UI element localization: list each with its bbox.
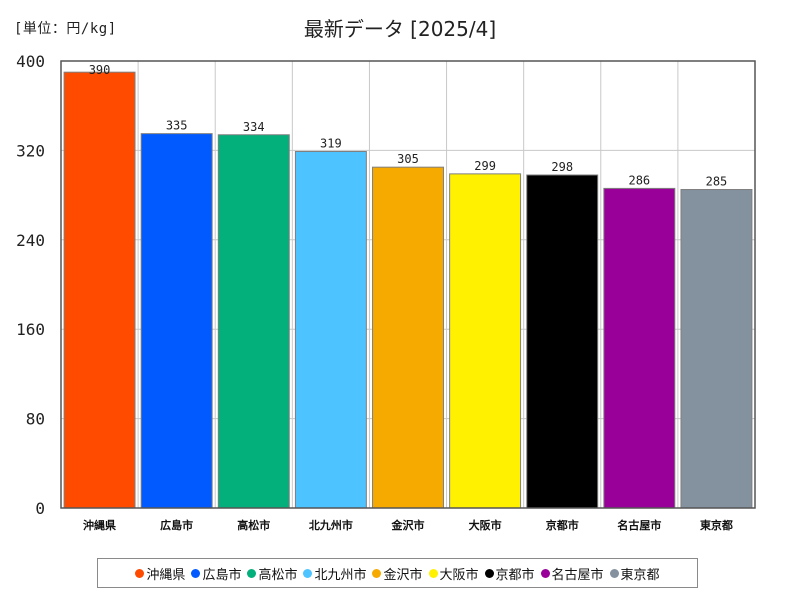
category-label-7: 京都市 (546, 518, 579, 532)
legend-marker (428, 568, 438, 578)
legend-marker (303, 568, 313, 578)
legend-item-5: 金沢市 (372, 564, 423, 583)
y-tick-label: 240 (16, 231, 45, 250)
bar-7 (526, 174, 599, 509)
category-label-5: 金沢市 (391, 518, 425, 532)
legend-label: 大阪市 (439, 567, 479, 583)
category-label-4: 北九州市 (309, 518, 353, 532)
legend-item-8: 名古屋市 (540, 564, 604, 583)
bar-4 (294, 151, 367, 509)
bar-9 (680, 189, 753, 509)
legend-item-9: 東京都 (609, 564, 660, 583)
unit-label: [単位：円/kg] (14, 21, 117, 37)
category-label-3: 高松市 (237, 518, 270, 532)
value-label-7: 298 (551, 160, 573, 174)
legend-label: 北九州市 (314, 567, 367, 583)
legend-marker (247, 568, 257, 578)
chart-legend: 沖縄県 広島市 高松市 北九州市 金沢市 大阪市 京都市 名古屋市 東京都 (97, 558, 698, 588)
plot-border (60, 60, 756, 509)
bar-3 (217, 134, 290, 509)
value-label-5: 305 (397, 152, 419, 166)
value-label-6: 299 (474, 159, 496, 173)
legend-item-3: 高松市 (247, 564, 297, 583)
y-tick-label: 0 (35, 499, 45, 518)
value-label-4: 319 (320, 137, 342, 151)
legend-item-4: 北九州市 (303, 564, 366, 583)
legend-item-2: 広島市 (191, 564, 241, 583)
legend-item-6: 大阪市 (428, 564, 479, 583)
legend-label: 広島市 (202, 567, 242, 583)
y-tick-label: 320 (16, 141, 45, 160)
legend-marker (372, 568, 382, 578)
legend-marker (191, 568, 201, 578)
bar-6 (449, 173, 522, 509)
value-label-1: 390 (89, 63, 111, 77)
chart-title: 最新データ [2025/4] (303, 17, 497, 41)
bar-5 (372, 166, 444, 509)
value-label-3: 334 (243, 120, 265, 134)
legend-label: 名古屋市 (551, 567, 604, 583)
legend-label: 金沢市 (383, 567, 423, 583)
bar-2 (140, 133, 213, 509)
legend-label: 高松市 (258, 567, 298, 583)
legend-marker (135, 568, 145, 578)
category-label-2: 広島市 (160, 518, 193, 532)
y-tick-label: 80 (26, 410, 45, 429)
legend-label: 東京都 (620, 567, 660, 583)
category-label-9: 東京都 (700, 518, 733, 532)
legend-marker (484, 568, 494, 578)
value-label-9: 285 (706, 175, 728, 189)
category-label-8: 名古屋市 (617, 518, 661, 532)
y-tick-label: 160 (16, 320, 45, 339)
bar-1 (63, 71, 136, 509)
legend-marker (609, 568, 619, 578)
legend-item-7: 京都市 (484, 564, 535, 583)
legend-marker (540, 568, 550, 578)
category-label-6: 大阪市 (469, 518, 502, 532)
legend-label: 京都市 (495, 567, 535, 583)
legend-label: 沖縄県 (146, 567, 186, 583)
bar-8 (603, 187, 676, 509)
category-label-1: 沖縄県 (83, 518, 116, 532)
legend-item-1: 沖縄県 (135, 564, 185, 583)
y-tick-label: 400 (16, 52, 45, 71)
value-label-8: 286 (628, 173, 650, 187)
value-label-2: 335 (166, 119, 188, 133)
